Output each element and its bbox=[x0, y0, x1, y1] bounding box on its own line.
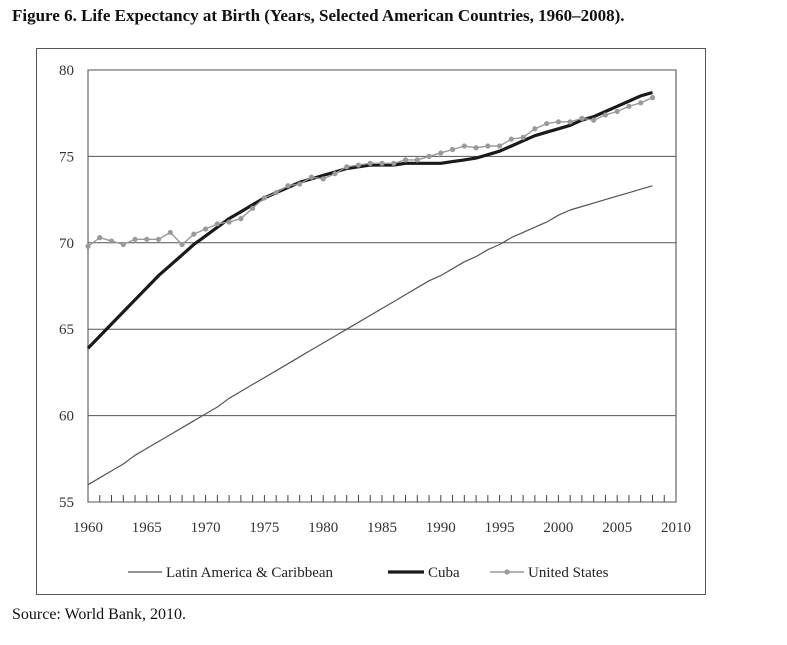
x-tick-label: 1985 bbox=[367, 520, 397, 536]
x-tick-label: 1990 bbox=[426, 520, 456, 536]
y-tick-label: 65 bbox=[59, 322, 74, 338]
data-point-united-states bbox=[344, 164, 350, 170]
data-point-united-states bbox=[273, 190, 279, 196]
data-point-united-states bbox=[579, 115, 585, 121]
legend-label-latin-america-caribbean: Latin America & Caribbean bbox=[166, 565, 334, 581]
data-point-united-states bbox=[132, 236, 138, 242]
series-line-united-states bbox=[87, 96, 653, 247]
data-point-united-states bbox=[203, 226, 209, 232]
x-tick-label: 1960 bbox=[73, 520, 103, 536]
x-tick-label: 1995 bbox=[485, 520, 515, 536]
data-point-united-states bbox=[532, 126, 538, 132]
x-tick-label: 1975 bbox=[249, 520, 279, 536]
legend-marker-united-states bbox=[504, 569, 510, 575]
data-point-united-states bbox=[461, 143, 467, 149]
x-tick-label: 1970 bbox=[191, 520, 221, 536]
data-point-united-states bbox=[567, 119, 573, 125]
data-point-united-states bbox=[414, 157, 420, 163]
data-point-united-states bbox=[320, 176, 326, 182]
data-point-united-states bbox=[332, 171, 338, 177]
data-point-united-states bbox=[297, 181, 303, 187]
data-point-united-states bbox=[120, 241, 126, 248]
data-point-united-states bbox=[438, 150, 444, 156]
y-tick-label: 80 bbox=[59, 63, 74, 79]
data-point-united-states bbox=[391, 160, 397, 166]
data-point-united-states bbox=[108, 238, 115, 244]
data-point-united-states bbox=[614, 108, 620, 115]
x-tick-label: 2005 bbox=[602, 520, 632, 536]
data-point-united-states bbox=[638, 100, 644, 106]
series-line-latin-america-caribbean bbox=[87, 185, 653, 486]
x-tick-label: 2000 bbox=[543, 520, 573, 536]
y-tick-label: 70 bbox=[59, 236, 74, 252]
data-point-united-states bbox=[485, 143, 491, 149]
legend-label-cuba: Cuba bbox=[428, 565, 460, 581]
data-point-united-states bbox=[555, 119, 562, 125]
data-point-united-states bbox=[649, 95, 656, 101]
data-point-united-states bbox=[520, 134, 526, 140]
data-point-united-states bbox=[602, 112, 609, 118]
data-point-united-states bbox=[379, 160, 385, 166]
y-tick-label: 60 bbox=[59, 409, 74, 425]
data-point-united-states bbox=[497, 143, 503, 149]
data-point-united-states bbox=[191, 231, 197, 237]
data-point-united-states bbox=[97, 235, 103, 241]
data-point-united-states bbox=[285, 183, 291, 189]
series-line-cuba bbox=[86, 90, 653, 350]
x-tick-label: 1980 bbox=[308, 520, 338, 536]
figure-title: Figure 6. Life Expectancy at Birth (Year… bbox=[12, 6, 625, 25]
chart-frame bbox=[36, 48, 706, 595]
figure-source: Source: World Bank, 2010. bbox=[12, 606, 186, 623]
data-point-united-states bbox=[626, 103, 632, 109]
data-point-united-states bbox=[308, 174, 315, 180]
data-point-united-states bbox=[167, 229, 173, 236]
data-point-united-states bbox=[179, 241, 185, 248]
data-point-united-states bbox=[367, 160, 373, 166]
data-point-united-states bbox=[355, 162, 362, 168]
data-point-united-states bbox=[591, 117, 597, 123]
data-point-united-states bbox=[144, 236, 150, 242]
x-tick-label: 2010 bbox=[661, 520, 691, 536]
legend-label-united-states: United States bbox=[528, 565, 609, 581]
data-point-united-states bbox=[473, 145, 479, 151]
y-tick-label: 75 bbox=[59, 149, 74, 165]
data-point-united-states bbox=[544, 120, 550, 127]
x-tick-label: 1965 bbox=[132, 520, 162, 536]
data-point-united-states bbox=[261, 195, 267, 201]
data-point-united-states bbox=[85, 243, 91, 249]
y-tick-label: 55 bbox=[59, 495, 74, 511]
data-point-united-states bbox=[449, 146, 456, 153]
data-point-united-states bbox=[238, 216, 244, 222]
plot-area bbox=[87, 69, 677, 503]
data-point-united-states bbox=[402, 157, 409, 163]
data-point-united-states bbox=[250, 205, 256, 211]
data-point-united-states bbox=[226, 219, 232, 225]
data-point-united-states bbox=[155, 236, 162, 242]
data-point-united-states bbox=[426, 153, 432, 159]
data-point-united-states bbox=[214, 221, 220, 227]
data-point-united-states bbox=[508, 136, 514, 142]
